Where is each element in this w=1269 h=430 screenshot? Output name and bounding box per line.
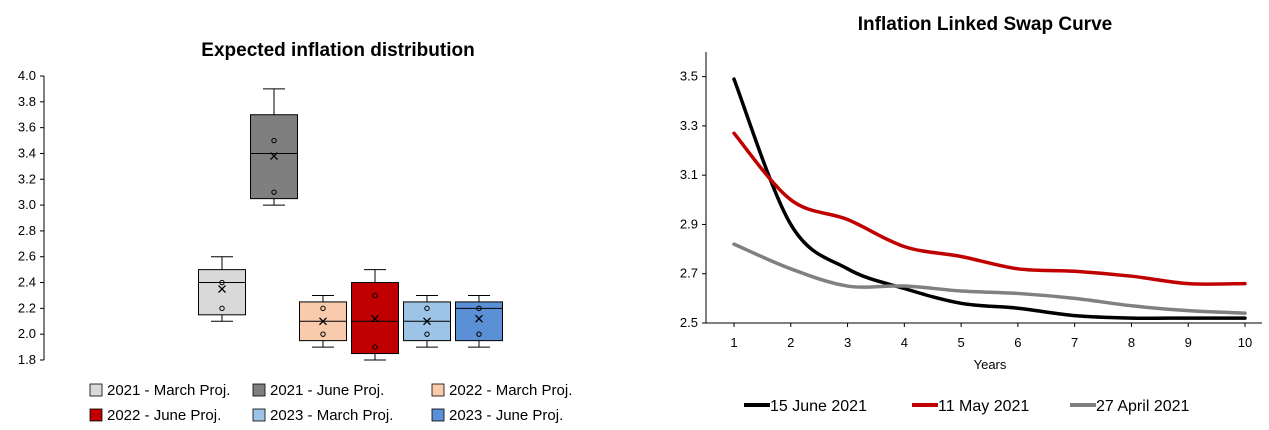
box-chart-y-tick-label: 2.6 <box>18 249 36 264</box>
box-chart-y-tick-label: 3.0 <box>18 197 36 212</box>
line-chart-x-tick-label: 5 <box>957 335 964 350</box>
line-chart-y-tick-label: 3.3 <box>680 118 698 133</box>
box-3 <box>299 294 347 348</box>
box-legend-item: 2022 - June Proj. <box>89 407 221 424</box>
line-chart-x-tick-label: 10 <box>1238 335 1252 350</box>
line-chart-y-ticks: 3.5 3.3 3.1 2.9 2.7 2.5 <box>680 69 706 330</box>
box-data-point <box>219 305 225 312</box>
line-chart-x-tick-label: 9 <box>1185 335 1192 350</box>
box-legend-swatch <box>89 408 103 422</box>
box-chart-boxes <box>198 88 503 361</box>
line-legend-item: 15 June 2021 <box>744 398 867 415</box>
box-mean-marker <box>319 317 327 326</box>
box-chart-y-tick-label: 4.0 <box>18 68 36 83</box>
box-mean-marker <box>371 314 379 323</box>
box-data-point <box>476 331 482 337</box>
box-mean-marker <box>270 152 278 160</box>
box-legend-item: 2022 - March Proj. <box>431 382 572 399</box>
box-legend-swatch <box>431 383 445 397</box>
box-legend-item: 2021 - June Proj. <box>252 382 384 399</box>
box-chart-y-tick-label: 2.2 <box>18 300 36 315</box>
line-legend-label: 15 June 2021 <box>770 398 867 415</box>
box-chart-y-tick-label: 2.8 <box>18 223 36 238</box>
line-legend-label: 27 April 2021 <box>1096 398 1190 415</box>
line-chart-x-tick-label: 1 <box>730 335 737 350</box>
line-series-2 <box>732 131 1247 286</box>
box-data-point <box>219 279 225 286</box>
box-legend-label: 2023 - March Proj. <box>270 407 393 424</box>
line-chart-series <box>732 77 1247 321</box>
box-data-point <box>372 344 378 350</box>
box-data-point <box>476 305 482 312</box>
box-4 <box>351 269 399 361</box>
box-chart-y-tick-label: 3.4 <box>18 145 36 160</box>
line-chart-x-tick-label: 7 <box>1071 335 1078 350</box>
box-chart-y-tick-label: 1.8 <box>18 352 36 367</box>
box-legend-swatch <box>252 383 266 397</box>
line-chart-x-tick-label: 8 <box>1128 335 1135 350</box>
box-chart-y-tick-label: 2.0 <box>18 326 36 341</box>
box-data-point <box>271 137 277 144</box>
box-legend-swatch <box>89 383 103 397</box>
line-chart-x-tick-label: 3 <box>844 335 851 350</box>
box-legend-label: 2023 - June Proj. <box>449 407 563 424</box>
line-chart-x-ticks: 1 2 3 4 5 6 7 8 9 10 <box>730 323 1252 350</box>
box-chart-title: Expected inflation distribution <box>201 40 474 61</box>
line-chart-legend: 15 June 2021 11 May 2021 27 April 2021 <box>744 398 1190 415</box>
box-body <box>455 301 503 342</box>
box-legend-swatch <box>431 408 445 422</box>
box-2 <box>250 88 298 206</box>
box-chart-y-tick-label: 2.4 <box>18 275 36 290</box>
line-series-3 <box>732 242 1247 315</box>
line-chart-y-tick-label: 3.5 <box>680 69 698 84</box>
line-chart-title: Inflation Linked Swap Curve <box>858 14 1112 35</box>
line-chart-y-tick-label: 2.7 <box>680 266 698 281</box>
line-chart-x-tick-label: 4 <box>901 335 908 350</box>
box-mean-marker <box>423 317 431 326</box>
box-6 <box>455 294 503 348</box>
box-chart-legend: 2021 - March Proj. 2021 - June Proj. 2022 … <box>89 382 572 424</box>
box-legend-item: 2023 - March Proj. <box>252 407 393 424</box>
box-legend-swatch <box>252 408 266 422</box>
line-legend-item: 27 April 2021 <box>1070 398 1190 415</box>
line-chart: Inflation Linked Swap Curve 3.5 3.3 3.1 2.9… <box>680 14 1262 415</box>
line-chart-y-tick-label: 3.1 <box>680 167 698 182</box>
box-chart-y-tick-label: 3.2 <box>18 171 36 186</box>
box-legend-label: 2022 - June Proj. <box>107 407 221 424</box>
box-data-point <box>372 292 378 299</box>
box-data-point <box>320 305 326 312</box>
box-legend-item: 2023 - June Proj. <box>431 407 563 424</box>
box-data-point <box>424 305 430 312</box>
box-chart-y-ticks: 4.0 3.8 3.6 3.4 3.2 3.0 2.8 2.6 2.4 2.2 2.0 1.8 <box>18 68 44 367</box>
box-chart-y-tick-label: 3.6 <box>18 120 36 135</box>
line-series-1 <box>732 77 1247 321</box>
line-legend-item: 11 May 2021 <box>912 398 1029 415</box>
box-legend-item: 2021 - March Proj. <box>89 382 230 399</box>
line-chart-y-tick-label: 2.5 <box>680 315 698 330</box>
box-mean-marker <box>218 285 226 293</box>
line-chart-x-axis-label: Years <box>974 357 1007 372</box>
box-data-point <box>271 189 277 195</box>
line-chart-x-tick-label: 6 <box>1014 335 1021 350</box>
box-chart-y-tick-label: 3.8 <box>18 94 36 109</box>
box-body <box>198 269 246 316</box>
box-legend-label: 2022 - March Proj. <box>449 382 572 399</box>
box-chart: Expected inflation distribution 4.0 3.8 3.… <box>18 40 572 424</box>
box-mean-marker <box>475 314 483 323</box>
line-chart-x-tick-label: 2 <box>787 335 794 350</box>
box-data-point <box>320 331 326 337</box>
line-legend-label: 11 May 2021 <box>938 398 1029 415</box>
box-data-point <box>424 331 430 337</box>
box-legend-label: 2021 - March Proj. <box>107 382 230 399</box>
box-5 <box>403 294 451 348</box>
line-chart-y-tick-label: 2.9 <box>680 216 698 231</box>
box-legend-label: 2021 - June Proj. <box>270 382 384 399</box>
box-1 <box>198 256 246 322</box>
